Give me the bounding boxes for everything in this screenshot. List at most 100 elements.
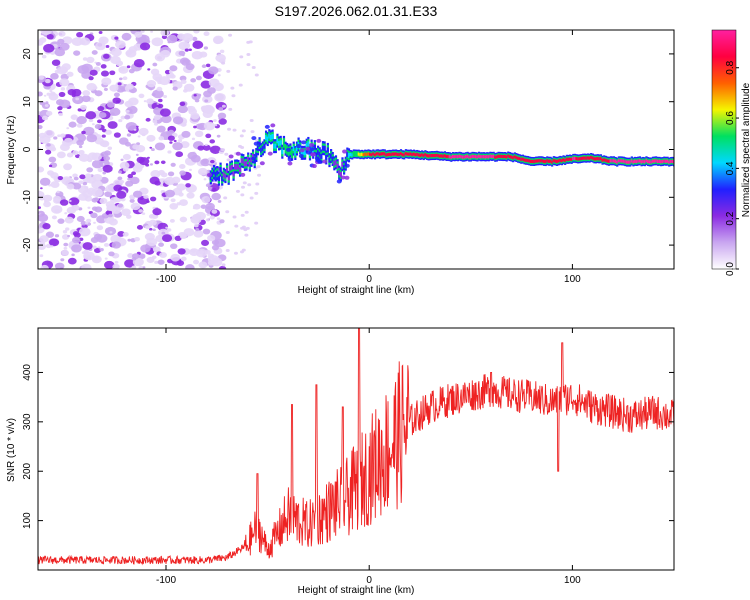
signal-core xyxy=(562,158,565,162)
noise-blob xyxy=(225,210,230,214)
signal-core xyxy=(250,157,253,163)
signal-core xyxy=(520,157,523,161)
noise-blob xyxy=(199,51,208,58)
noise-blob xyxy=(225,249,230,253)
signal-core xyxy=(395,152,398,156)
noise-blob xyxy=(80,104,87,111)
noise-blob xyxy=(102,164,113,173)
noise-blob xyxy=(174,235,182,241)
colorbar-gradient xyxy=(711,29,737,270)
noise-blob xyxy=(87,158,93,163)
noise-blob xyxy=(169,74,176,79)
noise-blob xyxy=(241,129,246,133)
noise-blob xyxy=(201,196,211,204)
signal-core xyxy=(469,155,473,159)
signal-core xyxy=(416,152,419,157)
noise-blob xyxy=(228,107,233,111)
signal-core xyxy=(668,160,671,164)
signal-core xyxy=(238,167,242,173)
noise-blob xyxy=(256,165,261,169)
spectrogram-y-label: Frequency (Hz) xyxy=(6,116,17,185)
signal-core xyxy=(585,156,588,160)
signal-core xyxy=(375,152,378,156)
signal-core xyxy=(217,176,221,182)
noise-blob xyxy=(219,219,225,224)
noise-blob xyxy=(107,146,113,150)
noise-blob xyxy=(39,177,51,186)
signal-core xyxy=(482,155,486,159)
noise-blob xyxy=(58,112,64,117)
colorbar: 0.0 0.2 0.4 0.6 0.8 Normalized spectral ampl… xyxy=(711,29,750,276)
noise-blob xyxy=(176,260,185,266)
signal-core xyxy=(261,145,264,151)
noise-blob xyxy=(147,156,150,159)
noise-blob xyxy=(154,142,166,151)
signal-core xyxy=(581,156,585,160)
noise-blob xyxy=(230,86,235,90)
noise-blob xyxy=(194,130,204,138)
noise-blob xyxy=(83,251,95,261)
signal-core xyxy=(330,153,333,159)
signal-core xyxy=(539,159,542,163)
signal-core xyxy=(643,160,646,164)
noise-blob xyxy=(226,158,231,162)
noise-blob xyxy=(150,68,160,76)
signal-core xyxy=(211,172,214,178)
noise-blob xyxy=(105,45,110,48)
signal-core xyxy=(588,156,591,160)
signal-core xyxy=(391,152,394,156)
noise-blob xyxy=(114,36,119,40)
noise-blob xyxy=(158,98,163,103)
noise-blob xyxy=(94,137,104,145)
signal-core xyxy=(315,152,318,158)
noise-blob xyxy=(113,132,121,138)
signal-core xyxy=(344,161,347,167)
noise-blob xyxy=(165,189,176,198)
noise-blob xyxy=(100,70,109,77)
noise-blob xyxy=(154,160,160,165)
noise-blob xyxy=(185,63,195,71)
signal-core xyxy=(640,160,643,164)
noise-blob xyxy=(172,116,184,125)
signal-core xyxy=(360,152,364,156)
noise-blob xyxy=(57,106,63,111)
noise-blob xyxy=(126,133,132,137)
noise-blob xyxy=(219,49,225,54)
signal-fringe xyxy=(301,140,307,145)
noise-blob xyxy=(232,128,237,132)
noise-blob xyxy=(50,91,56,96)
signal-fringe xyxy=(309,147,315,152)
noise-blob xyxy=(238,83,243,87)
noise-blob xyxy=(203,46,209,50)
noise-blob xyxy=(181,122,187,126)
noise-blob xyxy=(41,54,47,59)
noise-blob xyxy=(172,86,178,91)
signal-core xyxy=(646,159,650,164)
signal-core xyxy=(339,171,342,177)
noise-blob xyxy=(193,125,197,129)
noise-blob xyxy=(197,145,205,151)
signal-core xyxy=(373,153,377,157)
signal-fringe xyxy=(270,123,276,128)
noise-blob xyxy=(76,215,85,223)
signal-core xyxy=(409,152,412,156)
noise-blob xyxy=(76,32,84,38)
signal-fringe xyxy=(298,154,304,159)
signal-core xyxy=(490,154,494,159)
signal-core xyxy=(507,154,510,158)
signal-core xyxy=(229,165,232,171)
noise-blob xyxy=(198,250,205,255)
noise-blob xyxy=(85,173,92,179)
signal-core xyxy=(619,159,622,163)
noise-blob xyxy=(119,161,130,170)
noise-blob xyxy=(125,50,132,56)
spectrogram-noise xyxy=(38,30,262,269)
noise-blob xyxy=(96,225,104,231)
noise-blob xyxy=(68,197,80,206)
noise-blob xyxy=(202,144,211,151)
noise-blob xyxy=(172,142,183,151)
noise-blob xyxy=(205,218,210,222)
signal-core xyxy=(256,145,260,151)
noise-blob xyxy=(56,99,65,106)
